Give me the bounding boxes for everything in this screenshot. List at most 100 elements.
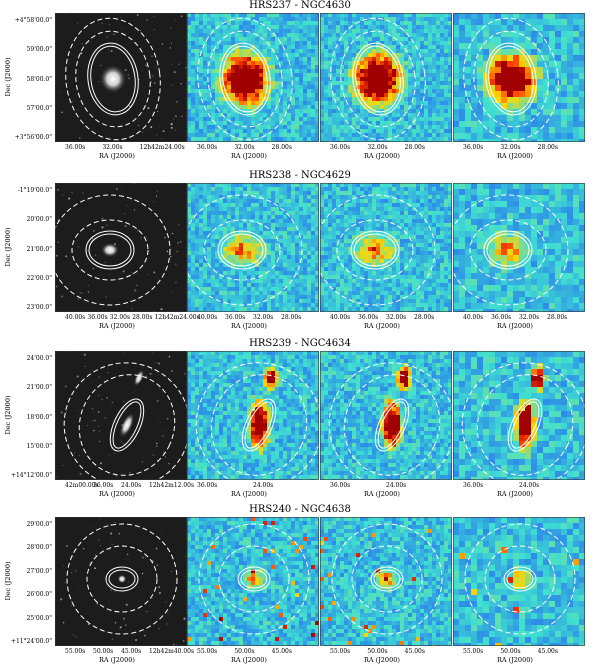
heatmap-cell <box>396 203 400 207</box>
heatmap-cell <box>483 31 489 37</box>
heatmap-cell <box>356 227 360 231</box>
heatmap-cell <box>420 109 424 113</box>
heatmap-cell <box>408 101 412 105</box>
heatmap-cell <box>227 223 231 227</box>
heatmap-cell <box>420 29 424 33</box>
heatmap-cell <box>420 33 424 37</box>
heatmap-cell <box>352 93 356 97</box>
heatmap-cell <box>444 271 448 275</box>
heatmap-cell <box>227 77 231 81</box>
heatmap-cell <box>311 65 315 69</box>
heatmap-cell <box>311 57 315 61</box>
heatmap-cell <box>203 271 207 275</box>
heatmap-cell <box>340 191 344 195</box>
heatmap-cell <box>207 29 211 33</box>
heatmap-cell <box>303 85 307 89</box>
heatmap-cell <box>573 127 579 133</box>
image-background <box>55 183 187 312</box>
heatmap-cell <box>340 195 344 199</box>
star-point <box>151 81 152 82</box>
heatmap-cell <box>440 203 444 207</box>
heatmap-cell <box>404 73 408 77</box>
heatmap-cell <box>199 255 203 259</box>
heatmap-cell <box>432 133 436 137</box>
heatmap-cell <box>453 133 459 139</box>
heatmap-cell <box>199 33 203 37</box>
heatmap-cell <box>324 17 328 21</box>
heatmap-cell <box>307 53 311 57</box>
heatmap-cell <box>291 45 295 49</box>
heatmap-cell <box>328 53 332 57</box>
heatmap-cell <box>191 227 195 231</box>
heatmap-cell <box>368 255 372 259</box>
heatmap-cell <box>207 215 211 219</box>
heatmap-cell <box>440 199 444 203</box>
heatmap-cell <box>376 73 380 77</box>
heatmap-cell <box>295 187 299 191</box>
heatmap-cell <box>396 287 400 291</box>
heatmap-cell <box>360 187 364 191</box>
heatmap-cell <box>364 187 368 191</box>
heatmap-cell <box>332 129 336 133</box>
heatmap-cell <box>549 49 555 55</box>
heatmap-cell <box>507 73 513 79</box>
heatmap-cell <box>453 73 459 79</box>
heatmap-cell <box>299 21 303 25</box>
heatmap-cell <box>328 29 332 33</box>
heatmap-cell <box>531 49 537 55</box>
heatmap-cell <box>191 247 195 251</box>
heatmap-cell <box>307 259 311 263</box>
star-point <box>65 65 66 66</box>
heatmap-cell <box>561 31 567 37</box>
heatmap-cell <box>231 191 235 195</box>
heatmap-cell <box>231 271 235 275</box>
heatmap-cell <box>384 73 388 77</box>
heatmap-cell <box>295 291 299 295</box>
heatmap-cell <box>219 231 223 235</box>
heatmap-cell <box>384 207 388 211</box>
heatmap-cell <box>483 115 489 121</box>
heatmap-cell <box>295 129 299 133</box>
heatmap-cell <box>412 29 416 33</box>
star-point <box>134 209 135 210</box>
star-point <box>151 55 153 57</box>
heatmap-cell <box>489 109 495 115</box>
heatmap-cell <box>519 67 525 73</box>
heatmap-cell <box>424 49 428 53</box>
heatmap-cell <box>352 129 356 133</box>
heatmap-cell <box>195 137 199 141</box>
heatmap-cell <box>211 239 215 243</box>
heatmap-cell <box>436 45 440 49</box>
heatmap-cell <box>215 77 219 81</box>
heatmap-cell <box>199 81 203 85</box>
heatmap-cell <box>251 117 255 121</box>
heatmap-cell <box>259 231 263 235</box>
heatmap-cell <box>219 133 223 137</box>
heatmap-cell <box>372 243 376 247</box>
heatmap-cell <box>275 37 279 41</box>
heatmap-cell <box>291 113 295 117</box>
heatmap-cell <box>424 187 428 191</box>
star-point <box>177 242 179 244</box>
heatmap-cell <box>328 251 332 255</box>
heatmap-cell <box>489 127 495 133</box>
heatmap-cell <box>291 109 295 113</box>
heatmap-cell <box>400 187 404 191</box>
heatmap-cell <box>239 259 243 263</box>
heatmap-cell <box>299 287 303 291</box>
heatmap-cell <box>555 25 561 31</box>
heatmap-cell <box>416 61 420 65</box>
heatmap-cell <box>340 291 344 295</box>
heatmap-cell <box>235 299 239 303</box>
heatmap-cell <box>537 97 543 103</box>
heatmap-cell <box>303 307 307 311</box>
heatmap-cell <box>376 21 380 25</box>
heatmap-cell <box>336 215 340 219</box>
heatmap-cell <box>332 113 336 117</box>
heatmap-cell <box>432 129 436 133</box>
star-point <box>181 15 183 17</box>
heatmap-cell <box>513 19 519 25</box>
heatmap-cell <box>199 223 203 227</box>
heatmap-cell <box>324 65 328 69</box>
heatmap-cell <box>328 137 332 141</box>
